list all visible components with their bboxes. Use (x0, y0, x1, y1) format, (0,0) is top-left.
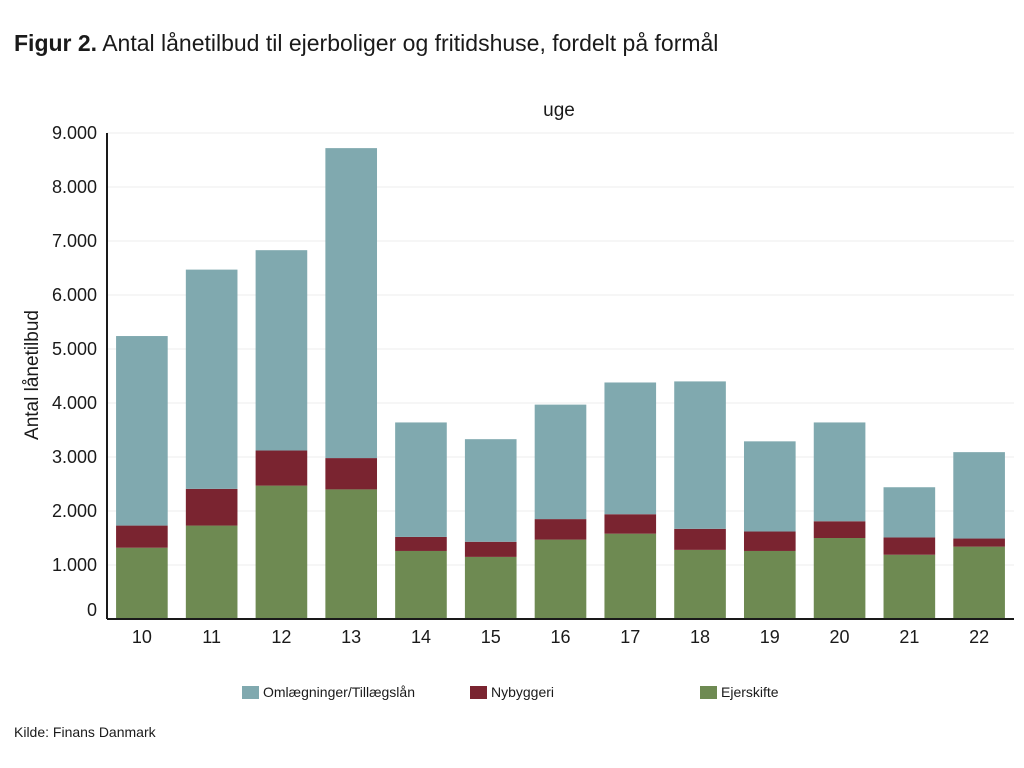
source-note: Kilde: Finans Danmark (14, 724, 156, 740)
legend-label-omlaegninger: Omlægninger/Tillægslån (263, 684, 415, 700)
x-tick-label: 18 (690, 627, 710, 647)
x-tick-label: 13 (341, 627, 361, 647)
y-tick-label: 2.000 (52, 501, 97, 521)
bar-nybyggeri-20 (813, 521, 866, 538)
bar-omlægninger-tillægslån-10 (116, 336, 168, 526)
bar-omlægninger-tillægslån-19 (743, 441, 796, 532)
bar-ejerskifte-12 (255, 485, 308, 619)
legend-item-nybyggeri: Nybyggeri (470, 684, 554, 700)
bar-ejerskifte-14 (395, 550, 447, 619)
bar-ejerskifte-13 (325, 489, 378, 619)
bar-omlægninger-tillægslån-16 (534, 404, 587, 520)
bar-nybyggeri-21 (883, 537, 936, 555)
y-tick-label: 9.000 (52, 123, 97, 143)
bar-ejerskifte-15 (464, 556, 517, 619)
bar-omlægninger-tillægslån-14 (395, 422, 447, 537)
y-tick-label: 6.000 (52, 285, 97, 305)
bar-omlægninger-tillægslån-21 (883, 487, 936, 538)
legend-item-omlaegninger: Omlægninger/Tillægslån (242, 684, 415, 700)
y-tick-label: 8.000 (52, 177, 97, 197)
bar-ejerskifte-17 (604, 533, 657, 619)
bar-nybyggeri-17 (604, 514, 657, 534)
x-tick-label: 21 (899, 627, 919, 647)
bar-omlægninger-tillægslån-17 (604, 382, 657, 515)
bar-omlægninger-tillægslån-18 (674, 381, 726, 529)
x-tick-label: 15 (481, 627, 501, 647)
bar-nybyggeri-15 (464, 541, 517, 557)
bar-ejerskifte-19 (743, 550, 796, 619)
bar-nybyggeri-13 (325, 458, 378, 490)
x-tick-label: 17 (620, 627, 640, 647)
bar-ejerskifte-18 (674, 549, 726, 619)
bar-ejerskifte-20 (813, 538, 866, 619)
bar-ejerskifte-21 (883, 554, 936, 619)
legend-item-ejerskifte: Ejerskifte (700, 684, 779, 700)
x-tick-label: 19 (760, 627, 780, 647)
x-tick-label: 14 (411, 627, 431, 647)
bar-ejerskifte-11 (185, 525, 238, 619)
bar-nybyggeri-19 (743, 531, 796, 551)
x-tick-label: 16 (550, 627, 570, 647)
legend-label-nybyggeri: Nybyggeri (491, 684, 555, 700)
bar-ejerskifte-22 (953, 546, 1005, 619)
legend-swatch-nybyggeri (470, 685, 487, 699)
bar-omlægninger-tillægslån-22 (953, 452, 1005, 539)
y-tick-label: 4.000 (52, 393, 97, 413)
bar-nybyggeri-12 (255, 450, 308, 486)
bar-ejerskifte-16 (534, 539, 587, 619)
y-tick-label: 0 (87, 600, 97, 620)
y-tick-label: 3.000 (52, 447, 97, 467)
x-tick-label: 20 (830, 627, 850, 647)
figure-title-lead: Figur 2. (14, 30, 98, 56)
bar-omlægninger-tillægslån-13 (325, 148, 378, 459)
bar-omlægninger-tillægslån-20 (813, 422, 866, 522)
bar-nybyggeri-10 (116, 525, 168, 548)
x-tick-label: 11 (202, 627, 221, 647)
y-tick-label: 1.000 (52, 555, 97, 575)
y-tick-label: 5.000 (52, 339, 97, 359)
x-tick-label: 12 (271, 627, 291, 647)
legend-swatch-ejerskifte (700, 685, 717, 699)
bar-nybyggeri-11 (185, 488, 238, 526)
bar-omlægninger-tillægslån-12 (255, 250, 308, 451)
x-tick-label: 10 (132, 627, 152, 647)
bar-ejerskifte-10 (116, 547, 168, 619)
bar-nybyggeri-14 (395, 536, 447, 551)
y-tick-label: 7.000 (52, 231, 97, 251)
legend-swatch-omlaegninger (242, 685, 259, 699)
figure-title-text: Antal lånetilbud til ejerboliger og frit… (102, 30, 719, 56)
bar-nybyggeri-18 (674, 528, 726, 550)
legend-label-ejerskifte: Ejerskifte (721, 684, 779, 700)
figure-title: Figur 2. Antal lånetilbud til ejerbolige… (14, 30, 718, 57)
bar-omlægninger-tillægslån-15 (464, 439, 517, 542)
x-tick-label: 22 (969, 627, 989, 647)
x-axis-title: uge (543, 100, 575, 121)
bar-nybyggeri-16 (534, 519, 587, 540)
bar-omlægninger-tillægslån-11 (185, 269, 238, 489)
bar-nybyggeri-22 (953, 538, 1005, 547)
